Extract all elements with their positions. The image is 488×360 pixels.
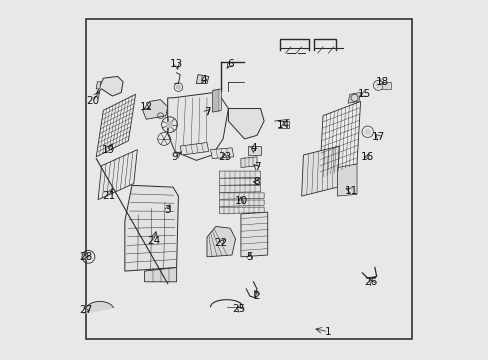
Text: 17: 17: [371, 132, 384, 142]
Text: 21: 21: [102, 191, 115, 201]
Polygon shape: [96, 94, 135, 157]
Polygon shape: [124, 185, 178, 271]
Text: 6: 6: [226, 59, 233, 69]
Text: 11: 11: [345, 186, 358, 196]
Polygon shape: [180, 143, 208, 155]
Bar: [85, 19, 411, 339]
Circle shape: [166, 121, 172, 128]
Text: 19: 19: [102, 145, 115, 155]
Polygon shape: [241, 212, 267, 257]
Polygon shape: [98, 150, 137, 200]
Text: 25: 25: [232, 303, 245, 314]
Circle shape: [85, 253, 91, 260]
Text: 9: 9: [171, 152, 178, 162]
Polygon shape: [212, 89, 221, 112]
Polygon shape: [219, 200, 264, 206]
Polygon shape: [228, 109, 264, 139]
Text: 1: 1: [325, 327, 331, 337]
Text: 22: 22: [214, 238, 227, 248]
Text: 3: 3: [164, 205, 171, 215]
Polygon shape: [381, 82, 390, 89]
Polygon shape: [219, 207, 264, 213]
Text: 18: 18: [375, 77, 388, 87]
Text: 20: 20: [86, 96, 99, 107]
Polygon shape: [301, 146, 339, 196]
Text: 14: 14: [277, 120, 290, 130]
Text: 16: 16: [360, 152, 374, 162]
Polygon shape: [206, 226, 235, 257]
Text: 26: 26: [364, 277, 377, 287]
Text: 12: 12: [140, 102, 153, 112]
Polygon shape: [85, 301, 113, 313]
Text: 15: 15: [357, 89, 370, 99]
Text: 2: 2: [253, 291, 260, 301]
Polygon shape: [210, 148, 233, 158]
Text: 27: 27: [79, 305, 92, 315]
Polygon shape: [219, 178, 260, 185]
Polygon shape: [337, 164, 356, 196]
Polygon shape: [219, 193, 264, 199]
Polygon shape: [142, 100, 167, 119]
Polygon shape: [347, 93, 360, 103]
Text: 23: 23: [218, 152, 231, 162]
Polygon shape: [196, 75, 208, 84]
Polygon shape: [219, 185, 260, 193]
Circle shape: [176, 85, 180, 89]
Polygon shape: [319, 102, 360, 178]
Text: 7: 7: [203, 107, 210, 117]
Polygon shape: [241, 157, 257, 167]
Circle shape: [375, 83, 380, 88]
Polygon shape: [144, 267, 176, 282]
Circle shape: [364, 129, 370, 135]
Text: 4: 4: [249, 143, 256, 153]
Text: 4: 4: [200, 75, 206, 85]
Polygon shape: [219, 171, 260, 178]
Text: 10: 10: [234, 197, 247, 206]
Text: 8: 8: [253, 177, 260, 187]
Text: 5: 5: [246, 252, 253, 262]
Text: 28: 28: [79, 252, 92, 262]
Text: 7: 7: [253, 162, 260, 172]
Polygon shape: [247, 146, 260, 155]
Polygon shape: [167, 93, 228, 160]
Text: 24: 24: [146, 236, 160, 246]
Polygon shape: [96, 76, 123, 96]
Polygon shape: [96, 82, 101, 89]
Text: 13: 13: [170, 59, 183, 69]
